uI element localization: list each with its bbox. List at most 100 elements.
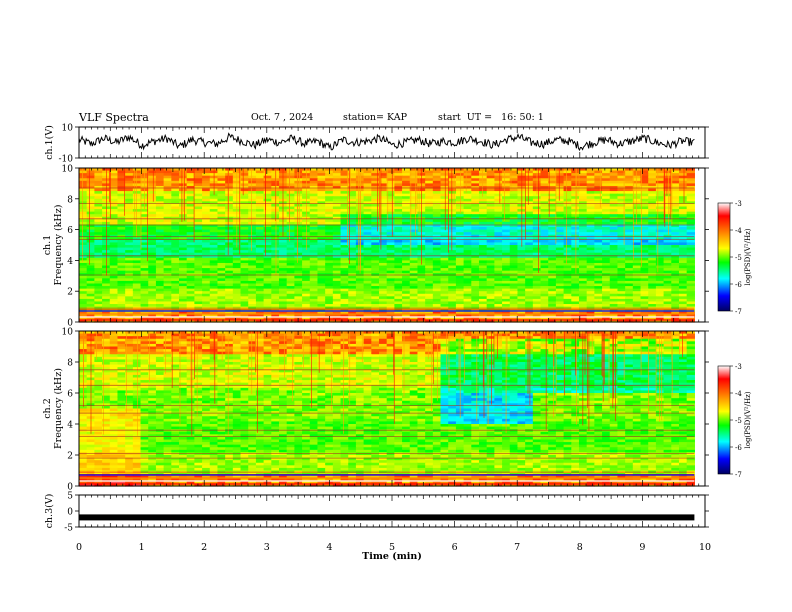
spectrogram-cell [409, 265, 419, 269]
spectrogram-cell [678, 298, 688, 303]
spectrogram-cell [202, 250, 211, 254]
spectrogram-cell [671, 278, 680, 282]
spectrogram-cell [386, 268, 395, 272]
spectrogram-cell [502, 211, 511, 215]
spectrogram-cell [602, 206, 611, 210]
spectrogram-cell [648, 252, 657, 256]
spectrogram-cell [532, 250, 542, 254]
spectrogram-cell [209, 296, 219, 300]
spectrogram-cell [455, 260, 465, 264]
spectrogram-cell [286, 214, 295, 218]
spectrogram-cell [671, 319, 680, 323]
spectrogram-cell [409, 178, 419, 182]
spectrogram-cell [340, 296, 349, 300]
spectrogram-cell [232, 278, 242, 282]
spectrogram-cell [386, 298, 395, 303]
spectrogram-cell [125, 216, 134, 220]
spectrogram-cell [540, 198, 549, 202]
spectrogram-cell [586, 296, 595, 300]
spectrogram-cell [117, 185, 126, 190]
spectrogram-cell [79, 211, 88, 215]
spectrogram-cell [448, 221, 457, 226]
spectrogram-cell [640, 216, 649, 220]
spectrogram-cell [471, 188, 480, 192]
spectrogram-cell [271, 298, 280, 303]
spectrogram-cell [563, 219, 572, 223]
spectrogram-cell [663, 175, 672, 179]
spectrogram-cell [217, 188, 226, 192]
spectrogram-cell [255, 201, 265, 205]
spectrogram-cell [348, 170, 357, 174]
spectrogram-cell [663, 304, 672, 308]
spectrogram-cell [671, 193, 680, 197]
spectrogram-cell [79, 185, 88, 190]
spectrogram-cell [294, 221, 303, 226]
spectrogram-cell [663, 180, 672, 184]
spectrogram-cell [255, 229, 265, 233]
spectrogram-cell [602, 180, 611, 184]
spectrogram-cell [340, 229, 349, 233]
spectrogram-cell [248, 296, 257, 300]
spectrogram-cell [602, 280, 611, 285]
spectrogram-cell [294, 293, 303, 297]
spectrogram-cell [155, 314, 165, 318]
spectrogram-cell [309, 214, 319, 218]
spectrogram-cell [602, 201, 611, 205]
spectrogram-cell [555, 183, 565, 187]
spectrogram-cell [117, 196, 126, 200]
spectrogram-cell [663, 265, 672, 269]
spectrogram-cell [140, 224, 149, 228]
spectrogram-cell [540, 219, 549, 223]
spectrogram-cell [202, 191, 211, 195]
spectrogram-cell [655, 280, 665, 285]
spectrogram-cell [425, 288, 434, 292]
spectrogram-cell [571, 206, 580, 210]
spectrogram-cell [502, 304, 511, 308]
spectrogram-cell [117, 232, 126, 236]
spectrogram-cell [586, 175, 595, 179]
spectrogram-cell [671, 298, 680, 303]
spectrogram-cell [632, 188, 642, 192]
spectrogram-cell [94, 319, 103, 323]
spectrogram-cell [625, 265, 634, 269]
spectrogram-cell [609, 257, 619, 261]
spectrogram-cell [486, 216, 495, 220]
spectrogram-cell [202, 280, 211, 285]
spectrogram-cell [309, 196, 319, 200]
spectrogram-cell [640, 219, 649, 223]
spectrogram-cell [440, 304, 449, 308]
spectrogram-cell [286, 209, 295, 213]
spectrogram-cell [425, 203, 434, 208]
spectrogram-cell [432, 239, 442, 244]
spectrogram-cell [171, 257, 180, 261]
spectrogram-cell [648, 265, 657, 269]
spectrogram-cell [471, 319, 480, 323]
spectrogram-cell [348, 209, 357, 213]
spectrogram-cell [578, 221, 588, 226]
spectrogram-cell [602, 214, 611, 218]
spectrogram-cell [202, 178, 211, 182]
spectrogram-cell [455, 168, 465, 172]
spectrogram-cell [548, 262, 557, 267]
spectrogram-cell [386, 262, 395, 267]
spectrogram-cell [271, 316, 280, 321]
spectrogram-cell [625, 206, 634, 210]
spectrogram-cell [402, 270, 411, 274]
spectrogram-cell [271, 311, 280, 315]
spectrogram-cell [448, 183, 457, 187]
spectrogram-cell [171, 180, 180, 184]
spectrogram-cell [648, 221, 657, 226]
spectrogram-cell [348, 278, 357, 282]
spectrogram-cell [494, 214, 503, 218]
spectrogram-cell [663, 270, 672, 274]
spectrogram-cell [278, 237, 288, 241]
spectrogram-cell [502, 239, 511, 244]
spectrogram-cell [148, 227, 157, 231]
spectrogram-cell [378, 255, 388, 259]
spectrogram-cell [494, 293, 503, 297]
spectrogram-cell [202, 203, 211, 208]
spectrogram-cell [263, 193, 272, 197]
spectrogram-cell [548, 180, 557, 184]
spectrogram-cell [440, 260, 449, 264]
spectrogram-cell [509, 175, 519, 179]
